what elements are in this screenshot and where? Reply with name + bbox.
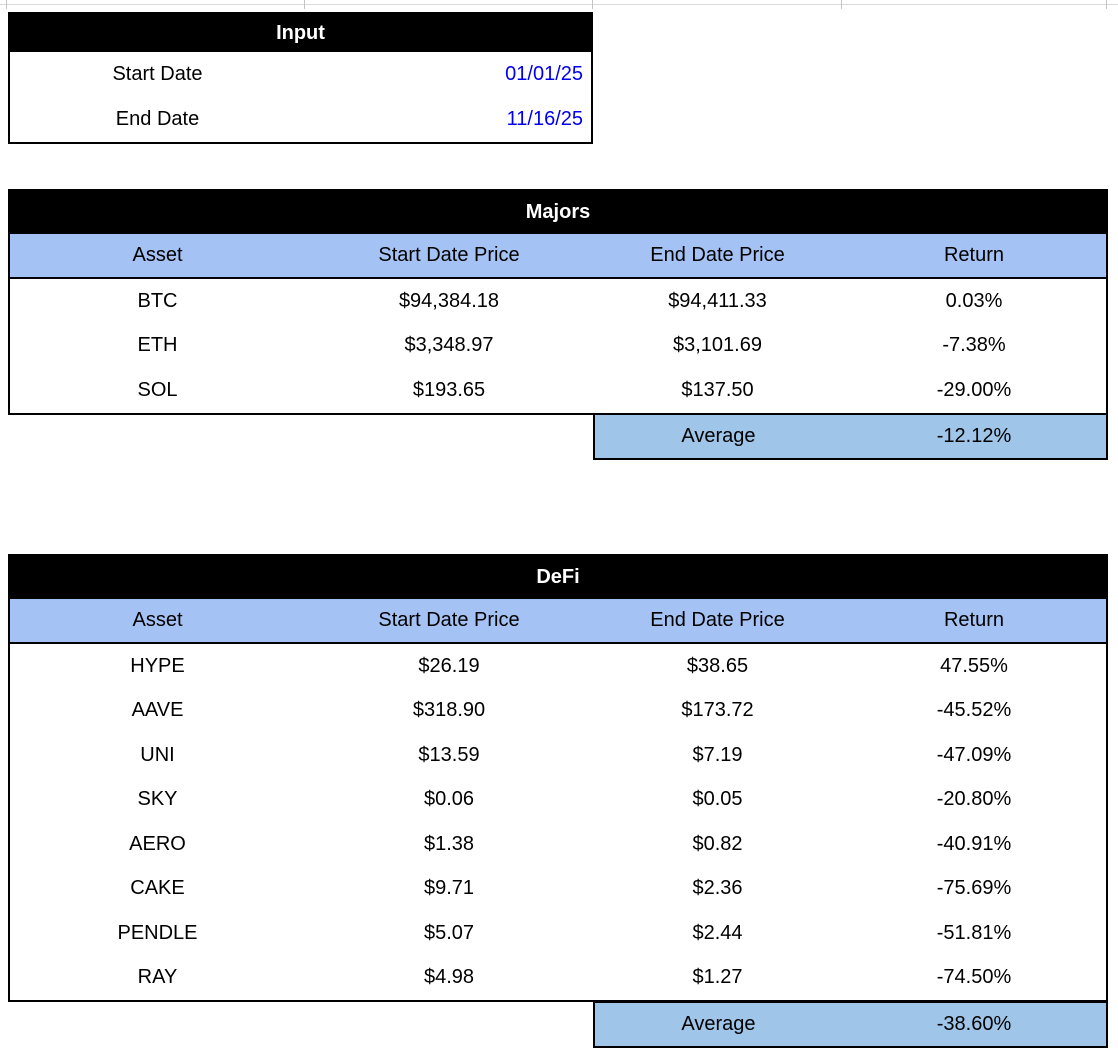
table-row: End Date 11/16/25 — [10, 97, 591, 142]
column-boundary-tick — [6, 0, 7, 9]
cell-return[interactable]: -45.52% — [936, 699, 1012, 722]
end-date-label: End Date — [115, 108, 200, 130]
cell-start-price[interactable]: $193.65 — [412, 378, 486, 401]
table-row: SOL $193.65 $137.50 -29.00% — [10, 368, 1106, 413]
majors-table: Majors Asset Start Date Price End Date P… — [8, 189, 1108, 415]
defi-average-row: Average -38.60% — [593, 1001, 1108, 1048]
table-row: AERO $1.38 $0.82 -40.91% — [10, 822, 1106, 867]
column-header-start-date-price: Start Date Price — [378, 244, 520, 266]
defi-average-value[interactable]: -38.60% — [936, 1013, 1012, 1035]
cell-end-price[interactable]: $173.72 — [681, 699, 754, 722]
defi-table-title: DeFi — [10, 556, 1106, 599]
cell-return[interactable]: -20.80% — [936, 788, 1012, 811]
table-row: RAY $4.98 $1.27 -74.50% — [10, 956, 1106, 1001]
cell-end-price[interactable]: $0.05 — [692, 788, 743, 811]
cell-asset[interactable]: RAY — [137, 966, 178, 989]
cell-asset[interactable]: HYPE — [130, 654, 185, 677]
cell-end-price[interactable]: $38.65 — [686, 654, 749, 677]
cell-start-price[interactable]: $3,348.97 — [404, 334, 494, 357]
table-row: SKY $0.06 $0.05 -20.80% — [10, 778, 1106, 823]
top-gridline — [0, 4, 1118, 5]
cell-end-price[interactable]: $2.44 — [692, 921, 743, 944]
cell-return[interactable]: 47.55% — [940, 654, 1008, 677]
table-row: Start Date 01/01/25 — [10, 52, 591, 97]
end-date-value-cell[interactable]: 11/16/25 — [506, 108, 583, 130]
cell-start-price[interactable]: $5.07 — [423, 921, 475, 944]
column-header-end-date-price: End Date Price — [650, 244, 785, 266]
cell-asset[interactable]: BTC — [137, 289, 178, 312]
column-boundary-tick — [1106, 0, 1107, 9]
input-table-title: Input — [10, 14, 591, 52]
cell-return[interactable]: 0.03% — [945, 289, 1003, 312]
cell-start-price[interactable]: $26.19 — [418, 654, 480, 677]
table-row: UNI $13.59 $7.19 -47.09% — [10, 733, 1106, 778]
cell-end-price[interactable]: $0.82 — [692, 832, 743, 855]
defi-table: DeFi Asset Start Date Price End Date Pri… — [8, 554, 1108, 1002]
table-row: PENDLE $5.07 $2.44 -51.81% — [10, 911, 1106, 956]
column-header-end-date-price: End Date Price — [650, 609, 785, 631]
cell-return[interactable]: -51.81% — [936, 921, 1012, 944]
cell-start-price[interactable]: $318.90 — [412, 699, 486, 722]
table-row: CAKE $9.71 $2.36 -75.69% — [10, 867, 1106, 912]
cell-start-price[interactable]: $94,384.18 — [398, 289, 500, 312]
column-boundary-tick — [592, 0, 593, 9]
column-header-asset: Asset — [132, 609, 183, 631]
majors-header-row: Asset Start Date Price End Date Price Re… — [10, 234, 1106, 279]
cell-asset[interactable]: ETH — [137, 334, 178, 357]
cell-start-price[interactable]: $1.38 — [423, 832, 475, 855]
cell-asset[interactable]: PENDLE — [117, 921, 198, 944]
cell-start-price[interactable]: $13.59 — [418, 743, 480, 766]
cell-asset[interactable]: CAKE — [130, 877, 185, 900]
cell-start-price[interactable]: $0.06 — [423, 788, 475, 811]
table-row: HYPE $26.19 $38.65 47.55% — [10, 644, 1106, 689]
defi-header-row: Asset Start Date Price End Date Price Re… — [10, 599, 1106, 644]
cell-asset[interactable]: AERO — [129, 832, 186, 855]
column-header-start-date-price: Start Date Price — [378, 609, 520, 631]
cell-asset[interactable]: SKY — [137, 788, 178, 811]
cell-return[interactable]: -74.50% — [936, 966, 1012, 989]
cell-end-price[interactable]: $7.19 — [692, 743, 743, 766]
cell-asset[interactable]: UNI — [140, 743, 175, 766]
column-boundary-tick — [841, 0, 842, 9]
majors-average-value[interactable]: -12.12% — [936, 425, 1012, 447]
cell-asset[interactable]: AAVE — [131, 699, 184, 722]
cell-end-price[interactable]: $137.50 — [681, 378, 754, 401]
start-date-label: Start Date — [112, 63, 203, 85]
cell-asset[interactable]: SOL — [137, 378, 178, 401]
majors-average-label: Average — [681, 425, 756, 447]
cell-return[interactable]: -40.91% — [936, 832, 1012, 855]
column-boundary-tick — [304, 0, 305, 9]
cell-end-price[interactable]: $1.27 — [692, 966, 743, 989]
start-date-value-cell[interactable]: 01/01/25 — [505, 63, 583, 85]
cell-end-price[interactable]: $2.36 — [692, 877, 743, 900]
defi-average-label: Average — [681, 1013, 756, 1035]
cell-return[interactable]: -7.38% — [942, 334, 1006, 357]
cell-start-price[interactable]: $9.71 — [423, 877, 475, 900]
table-row: BTC $94,384.18 $94,411.33 0.03% — [10, 279, 1106, 324]
cell-return[interactable]: -29.00% — [936, 378, 1012, 401]
input-table: Input Start Date 01/01/25 End Date 11/16… — [8, 12, 593, 144]
table-row: ETH $3,348.97 $3,101.69 -7.38% — [10, 324, 1106, 369]
cell-end-price[interactable]: $3,101.69 — [673, 334, 762, 357]
table-row: AAVE $318.90 $173.72 -45.52% — [10, 689, 1106, 734]
cell-end-price[interactable]: $94,411.33 — [668, 289, 767, 312]
majors-table-title: Majors — [10, 191, 1106, 234]
column-header-return: Return — [943, 609, 1005, 631]
cell-return[interactable]: -75.69% — [936, 877, 1012, 900]
majors-average-row: Average -12.12% — [593, 413, 1108, 460]
cell-start-price[interactable]: $4.98 — [423, 966, 475, 989]
cell-return[interactable]: -47.09% — [936, 743, 1012, 766]
column-header-return: Return — [943, 244, 1005, 266]
column-header-asset: Asset — [132, 244, 183, 266]
